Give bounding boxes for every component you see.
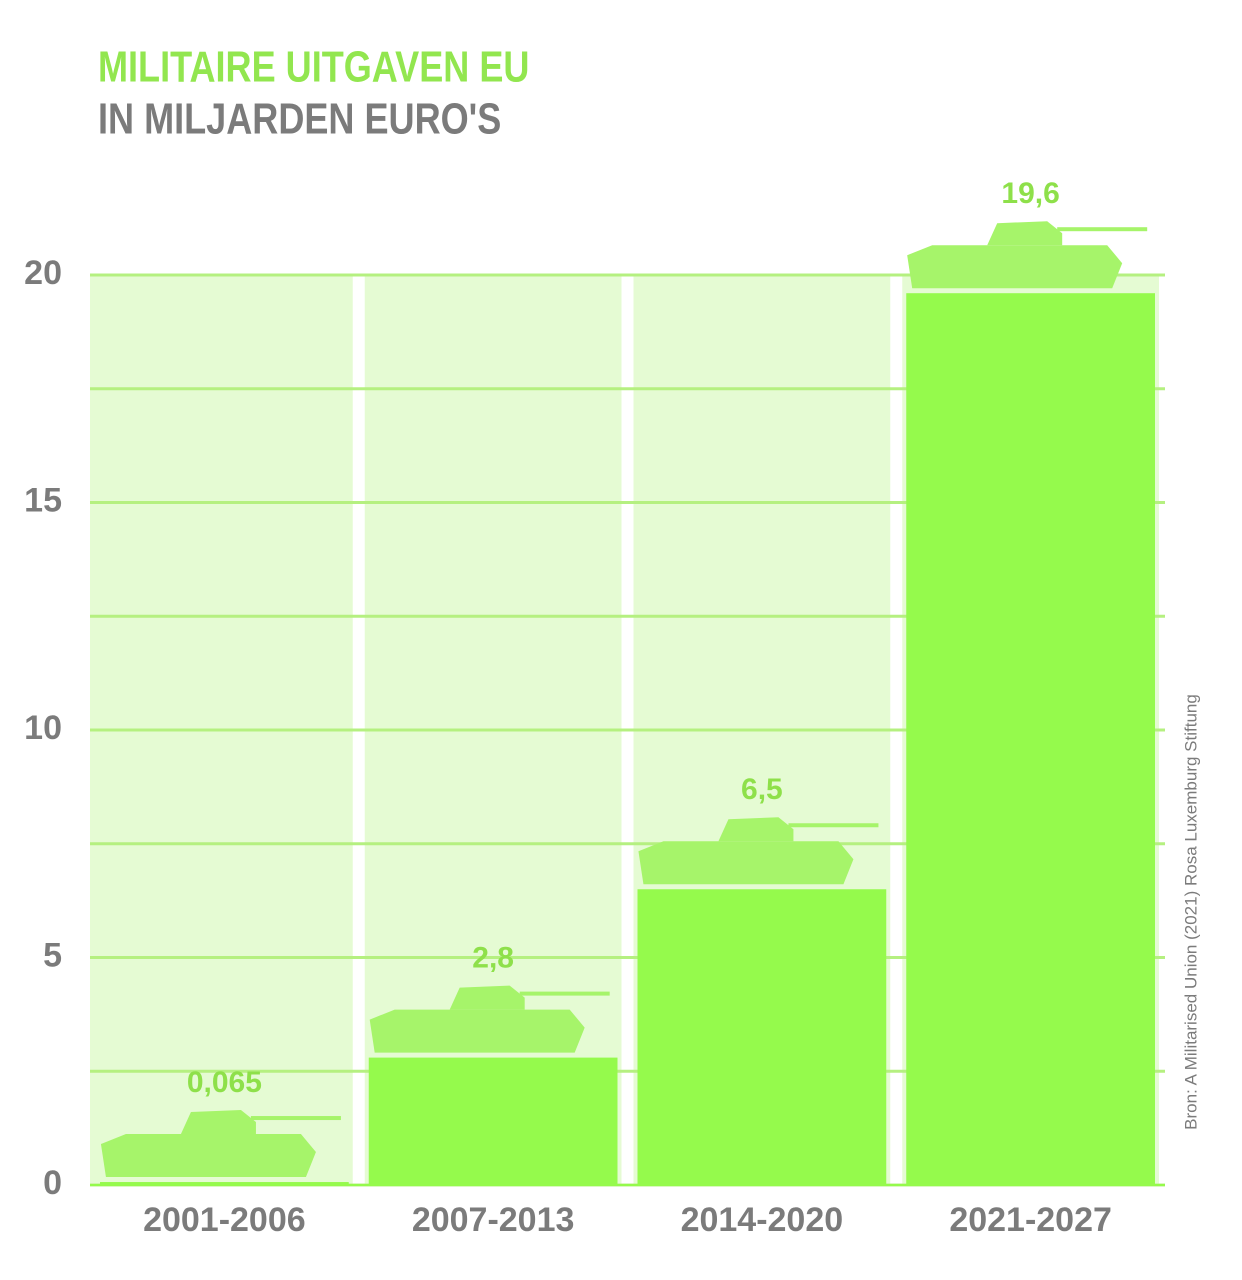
tank-body: [638, 841, 854, 885]
y-tick-label: 10: [24, 709, 62, 747]
y-tick-label: 20: [24, 254, 62, 292]
bar: [368, 1057, 618, 1185]
value-label: 19,6: [1001, 177, 1059, 210]
x-tick-label: 2001-2006: [143, 1201, 306, 1239]
tank-icon: [907, 221, 1148, 289]
tank-turret: [987, 221, 1063, 246]
bar: [637, 889, 887, 1185]
x-tick-label: 2007-2013: [412, 1201, 575, 1239]
y-tick-label: 0: [43, 1164, 62, 1202]
tank-body: [907, 245, 1123, 289]
x-tick-label: 2014-2020: [681, 1201, 844, 1239]
source-note: Bron: A Militarised Union (2021) Rosa Lu…: [1181, 694, 1200, 1130]
value-label: 2,8: [472, 942, 514, 975]
y-tick-label: 15: [24, 481, 62, 519]
tank-body: [100, 1134, 316, 1178]
tank-turret: [449, 985, 525, 1010]
tank-gun: [250, 1116, 341, 1121]
chart-title: MILITAIRE UITGAVEN EU: [98, 42, 529, 91]
tank-icon: [100, 1110, 341, 1178]
x-tick-label: 2021-2027: [949, 1201, 1112, 1239]
tank-gun: [1057, 227, 1148, 232]
y-tick-label: 5: [43, 936, 62, 974]
chart-subtitle: IN MILJARDEN EURO'S: [98, 94, 501, 143]
value-label: 6,5: [741, 773, 783, 806]
tank-gun: [788, 823, 879, 828]
value-label: 0,065: [187, 1066, 262, 1099]
tank-gun: [519, 991, 610, 996]
tank-icon: [638, 817, 879, 885]
tank-turret: [180, 1110, 256, 1135]
bar: [100, 1182, 349, 1185]
tank-turret: [718, 817, 794, 842]
tank-body: [369, 1009, 585, 1053]
bar: [906, 293, 1155, 1185]
tank-icon: [369, 985, 610, 1053]
